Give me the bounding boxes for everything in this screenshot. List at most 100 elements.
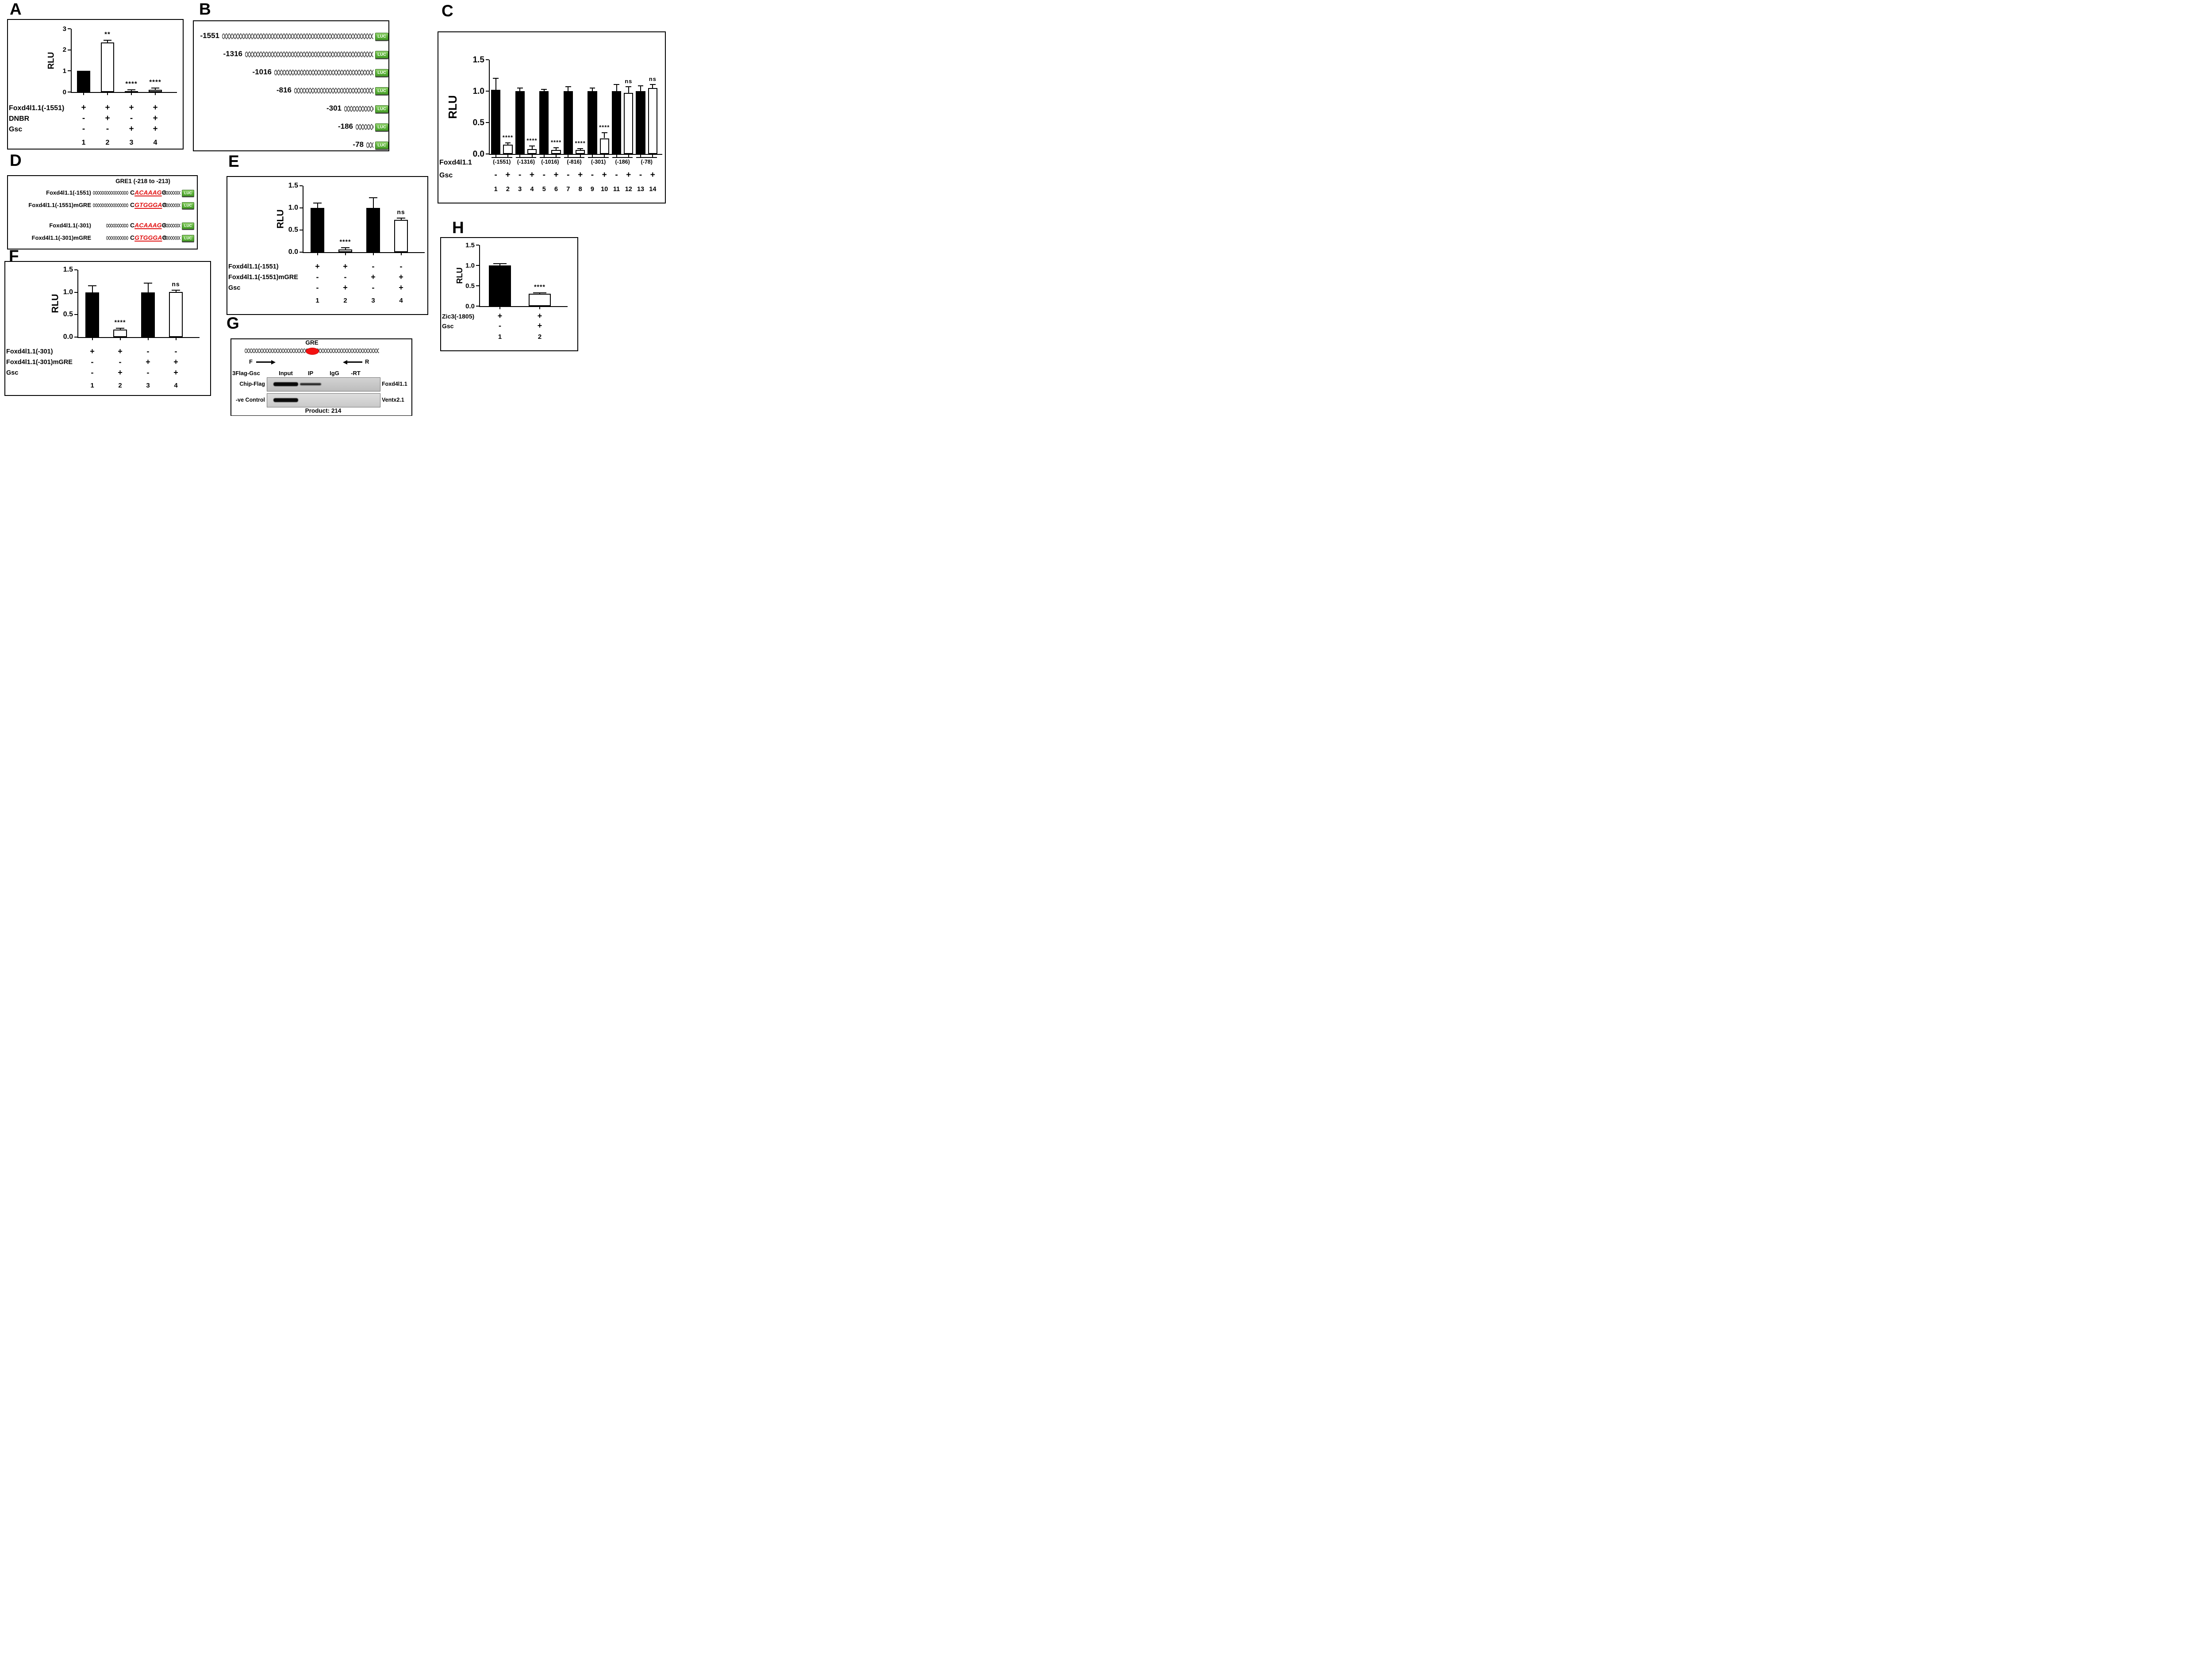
panel-c-chart: 0.0 0.5 1.0 1.5 RLU **** **** **** **** **** ns ns (… [438,32,665,203]
error-bar-cap [127,89,135,91]
error-bar-cap [341,247,349,248]
y-tick-label: 0.5 [472,118,484,127]
lane-number: 1 [494,186,498,193]
gre-sequence: CGTGGGAG [130,202,167,208]
x-tick [400,253,402,255]
error-bar [495,78,496,90]
condition-symbol: - [119,357,122,366]
panel-e-box: 0.0 0.5 1.0 1.5 RLU **** ns Foxd4l1.1(-1551) + + -… [227,176,428,315]
gre-sequence: CACAAAGG [130,222,166,228]
condition-symbol: - [542,170,545,180]
y-tick [74,269,77,270]
y-tick-label: 1.0 [472,86,484,96]
construct-label: -816 [276,86,292,94]
group-underline [515,157,537,158]
construct-label: -78 [353,140,364,149]
significance-label: **** [599,124,610,131]
panel-c-box: 0.0 0.5 1.0 1.5 RLU **** **** **** **** **** ns ns (… [438,31,666,203]
dna-wave [93,189,128,196]
significance-label: **** [149,78,161,86]
x-tick [147,338,149,340]
y-tick [74,292,77,293]
construct-group-label: (-1551) [493,159,511,165]
gel-row-label: Chip-Flag [239,381,265,387]
error-bar-cap [505,142,511,143]
significance-label: ns [649,75,657,82]
y-tick-label: 1.0 [465,261,475,269]
error-bar [591,88,593,91]
gre-flank-sequence: C [130,189,135,196]
y-tick-label: 0 [62,88,66,96]
condition-symbol: + [371,272,376,281]
bar [101,42,114,92]
panel-f-chart: 0.0 0.5 1.0 1.5 RLU **** ns Foxd4l1.1(-301) + + - -… [5,262,210,395]
y-axis-title: RLU [275,209,286,229]
y-tick-label: 1.5 [472,55,484,65]
y-tick-label: 3 [62,25,66,33]
y-tick [476,306,479,307]
error-bar [131,90,132,91]
luc-reporter-box: LUC [375,51,388,58]
panel-g-box: GRE F R 3Flag-Gsc Input IP IgG -RT Chip-Flag Foxd… [230,338,412,416]
panel-b-box: -1551 LUC -1316 LUC -1016 LUC -816 LUC -301 LUC -1… [193,20,389,151]
condition-symbol: + [399,283,403,292]
x-tick [531,155,533,157]
condition-symbol: + [118,368,123,377]
x-tick [345,253,346,255]
condition-symbol: + [505,170,511,180]
x-tick [83,93,84,95]
condition-symbol: - [518,170,522,180]
construct-group-label: (-1316) [517,159,535,165]
error-bar [345,248,346,249]
error-bar [373,198,374,208]
condition-symbol: + [81,103,86,112]
luc-reporter-box: LUC [375,142,388,149]
y-tick [486,122,489,123]
bar [551,150,561,154]
gre-flank-sequence: G [162,234,167,241]
construct-label: Foxd4l1.1(-1551) [46,189,91,196]
x-tick [519,155,521,157]
error-bar [652,84,653,88]
condition-symbol: + [399,272,403,281]
error-bar-cap [533,292,546,293]
construct-label: -1016 [252,68,272,76]
panel-a-letter: A [10,0,22,18]
significance-label: **** [502,134,514,141]
panel-b-diagram: -1551 LUC -1316 LUC -1016 LUC -816 LUC -301 LUC -1… [194,21,388,150]
chip-condition-label: 3Flag-Gsc [232,370,260,376]
condition-row-label: Zic3(-1805) [442,313,475,320]
x-tick [628,155,629,157]
dna-wave [106,222,128,229]
gel-band [273,398,298,402]
gre-core-sequence: GTGGGA [134,201,162,208]
lane-number: 9 [590,186,594,193]
figure-canvas: A B C D E F G H 0 1 2 3 RLU ** **** **** Foxd4l1… [0,0,666,416]
panel-d-diagram: GRE1 (-218 to -213) Foxd4l1.1(-1551) CACAA… [8,176,197,249]
gel-target-label: Ventx2.1 [382,397,404,403]
construct-label: Foxd4l1.1(-301) [49,222,91,229]
bar [636,91,645,154]
dna-wave [93,202,128,209]
significance-label: **** [114,318,126,326]
panel-b-letter: B [199,0,211,18]
gre-sequence: CACAAAGG [130,189,166,196]
group-underline [612,157,633,158]
y-tick-label: 1.5 [465,241,475,249]
y-axis [77,270,78,338]
bar [503,144,513,154]
panel-h-box: 0.0 0.5 1.0 1.5 RLU **** Zic3(-1805) + + Gsc - +1 2 [440,237,578,351]
significance-label: **** [534,283,545,290]
x-tick [92,338,93,340]
error-bar-cap [553,147,559,149]
group-underline [540,157,561,158]
condition-row-label: Gsc [439,172,453,179]
bar [394,220,408,252]
error-bar [519,88,521,91]
lane-number: 4 [153,139,157,146]
bar [529,294,551,306]
construct-group-label: (-186) [615,159,630,165]
condition-row-label: Foxd4l1.1(-301)mGRE [6,359,73,366]
error-bar-cap [614,84,619,85]
error-bar [580,149,581,150]
